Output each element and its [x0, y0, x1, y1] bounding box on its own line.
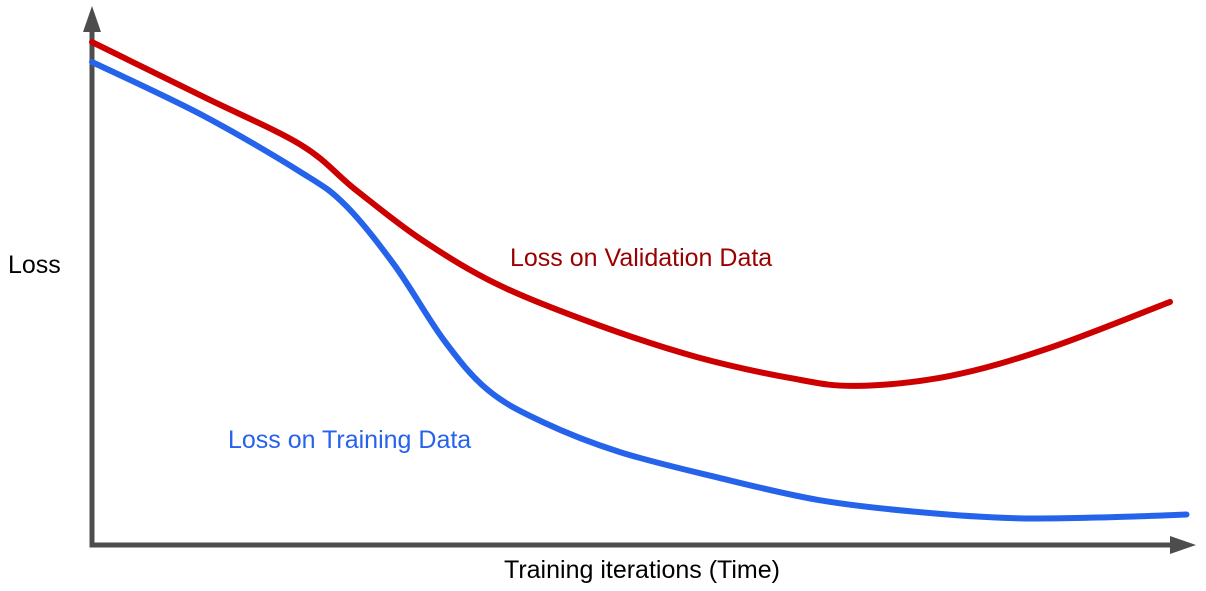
- axis-lines: [89, 30, 1172, 548]
- series-line-training: [89, 59, 1190, 522]
- y-axis-label: Loss: [8, 251, 61, 279]
- series-layer: [89, 39, 1190, 522]
- validation-series-label: Loss on Validation Data: [510, 244, 773, 272]
- y-axis-arrowhead-icon: [83, 6, 101, 32]
- x-axis-arrowhead-icon: [1170, 536, 1196, 554]
- axes: [83, 6, 1196, 554]
- training-series-label: Loss on Training Data: [228, 426, 472, 454]
- series-line-validation: [89, 39, 1173, 389]
- x-axis-label: Training iterations (Time): [503, 556, 780, 584]
